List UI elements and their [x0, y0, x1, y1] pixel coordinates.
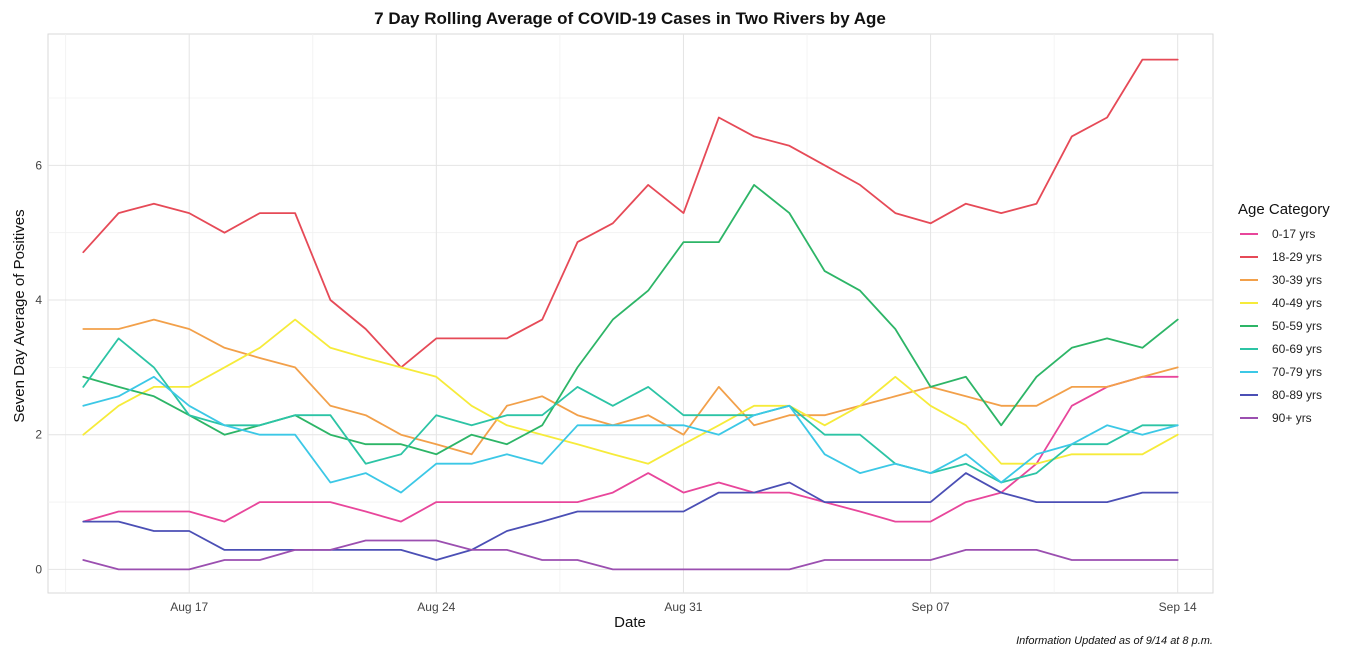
series-line-30-39-yrs — [82, 318, 1179, 456]
gridlines — [48, 34, 1213, 593]
legend-label: 30-39 yrs — [1272, 273, 1322, 287]
series-line-80-89-yrs — [82, 472, 1179, 561]
y-axis-ticks: 0 2 4 6 — [35, 158, 42, 576]
y-tick-label: 2 — [35, 428, 42, 442]
legend-item: 30-39 yrs — [1240, 273, 1322, 287]
panel-border — [47, 33, 1214, 594]
legend-item: 60-69 yrs — [1240, 342, 1322, 356]
x-tick-label: Sep 14 — [1159, 600, 1197, 614]
legend-item: 0-17 yrs — [1240, 227, 1315, 241]
x-axis-title: Date — [614, 614, 646, 631]
caption: Information Updated as of 9/14 at 8 p.m. — [1016, 635, 1213, 647]
series-line-18-29-yrs — [82, 58, 1179, 369]
legend-item: 40-49 yrs — [1240, 296, 1322, 310]
legend-item: 90+ yrs — [1240, 411, 1312, 425]
legend-label: 40-49 yrs — [1272, 296, 1322, 310]
y-tick-label: 4 — [35, 293, 42, 307]
legend-item: 50-59 yrs — [1240, 319, 1322, 333]
series-lines — [82, 58, 1179, 571]
legend-item: 80-89 yrs — [1240, 388, 1322, 402]
legend-title: Age Category — [1238, 201, 1330, 218]
y-tick-label: 6 — [35, 158, 42, 172]
series-line-70-79-yrs — [82, 375, 1179, 494]
chart-title: 7 Day Rolling Average of COVID-19 Cases … — [374, 9, 886, 28]
legend-label: 60-69 yrs — [1272, 342, 1322, 356]
x-tick-label: Aug 17 — [170, 600, 208, 614]
x-tick-label: Aug 31 — [664, 600, 702, 614]
series-line-60-69-yrs — [82, 337, 1179, 484]
legend-item: 70-79 yrs — [1240, 365, 1322, 379]
series-line-40-49-yrs — [82, 318, 1179, 465]
legend-label: 80-89 yrs — [1272, 388, 1322, 402]
legend-label: 90+ yrs — [1272, 411, 1312, 425]
series-line-90-yrs — [82, 539, 1179, 571]
y-axis-title: Seven Day Average of Positives — [11, 209, 28, 422]
legend-items: 0-17 yrs 18-29 yrs 30-39 yrs 40-49 yrs 50-59… — [1240, 227, 1322, 425]
legend-label: 0-17 yrs — [1272, 227, 1315, 241]
legend-label: 18-29 yrs — [1272, 250, 1322, 264]
legend-label: 50-59 yrs — [1272, 319, 1322, 333]
x-axis-ticks: Aug 17 Aug 24 Aug 31 Sep 07 Sep 14 — [170, 600, 1197, 614]
series-line-0-17-yrs — [82, 375, 1179, 523]
legend-item: 18-29 yrs — [1240, 250, 1322, 264]
plot-panel — [47, 33, 1214, 594]
x-tick-label: Sep 07 — [912, 600, 950, 614]
x-tick-label: Aug 24 — [417, 600, 455, 614]
y-tick-label: 0 — [35, 562, 42, 576]
legend: Age Category 0-17 yrs 18-29 yrs 30-39 yrs 4… — [1238, 201, 1330, 425]
legend-label: 70-79 yrs — [1272, 365, 1322, 379]
